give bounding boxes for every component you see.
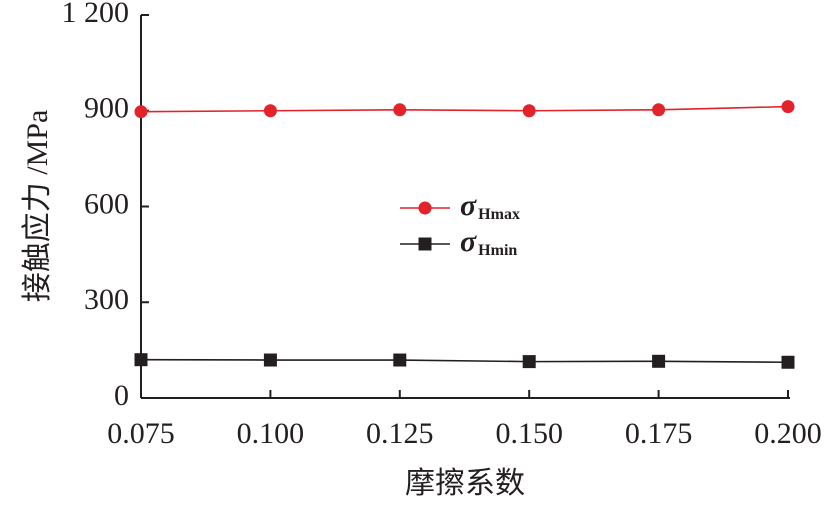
series-line (140, 358, 789, 364)
data-point (393, 103, 407, 117)
data-point (263, 104, 277, 118)
x-axis-label: 摩擦系数 (405, 467, 525, 500)
x-tick-label: 0.100 (237, 417, 305, 450)
y-tick-label: 600 (84, 187, 129, 220)
data-point (522, 355, 536, 369)
data-point (781, 100, 795, 114)
legend-label: σ Hmax (460, 189, 520, 223)
data-point (263, 353, 277, 367)
y-tick-label: 1 200 (62, 0, 130, 29)
legend-marker (418, 237, 432, 251)
y-axis-label: 接触应力 /MPa (21, 110, 54, 303)
y-tick-label: 900 (84, 92, 129, 125)
data-point (393, 353, 407, 367)
data-point (134, 353, 148, 367)
x-tick-label: 0.175 (625, 417, 693, 450)
series-line (140, 105, 789, 113)
data-point (134, 105, 148, 119)
data-point (522, 104, 536, 118)
x-tick-label: 0.150 (495, 417, 563, 450)
data-point (781, 355, 795, 369)
x-tick-label: 0.200 (754, 417, 822, 450)
y-tick-label: 300 (84, 283, 129, 316)
data-point (652, 354, 666, 368)
y-tick-label: 0 (114, 379, 129, 412)
data-point (652, 103, 666, 117)
legend-label: σ Hmin (460, 225, 517, 259)
x-tick-label: 0.125 (366, 417, 434, 450)
x-tick-label: 0.075 (107, 417, 175, 450)
legend-marker (418, 201, 432, 215)
